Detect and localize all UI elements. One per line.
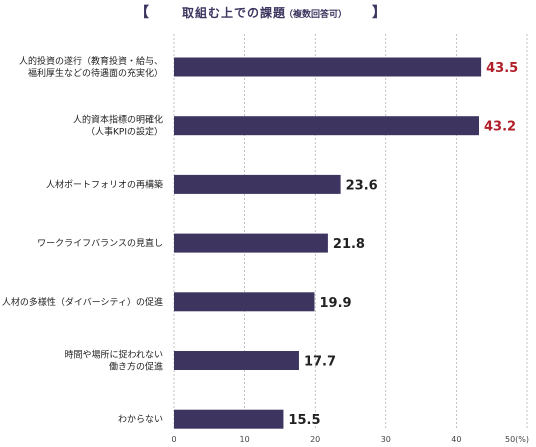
bar — [174, 174, 341, 194]
category-label: ワークライフバランスの見直し — [37, 237, 163, 249]
bar — [174, 233, 328, 253]
bar — [174, 292, 315, 312]
x-axis-ticks: 0 10 20 30 40 50(%) — [171, 435, 529, 444]
value-label: 43.2 — [484, 120, 516, 135]
value-label: 21.8 — [333, 237, 365, 252]
title-bracket-open: 【 — [135, 5, 149, 21]
tick-label: 10 — [240, 435, 250, 444]
tick-label: 20 — [310, 435, 320, 444]
bar — [174, 57, 482, 77]
bar — [174, 116, 479, 136]
category-label: 福利厚生などの待遇面の充実化） — [28, 67, 163, 79]
title-bracket-close: 】 — [372, 5, 386, 21]
category-label: わからない — [118, 414, 163, 425]
chart-subtitle: （複数回答可） — [284, 8, 347, 20]
bar — [174, 409, 284, 429]
category-label: 人材の多様性（ダイバーシティ）の促進 — [2, 296, 163, 308]
value-label: 19.9 — [319, 296, 351, 311]
value-label: 43.5 — [486, 61, 518, 76]
tick-label: 50(%) — [505, 435, 529, 444]
category-label: 時間や場所に捉われない — [64, 349, 163, 361]
value-label: 15.5 — [288, 413, 320, 428]
category-label: 人的投資の遂行（教育投資・給与、 — [19, 55, 163, 67]
category-label: （人事KPIの設定） — [86, 126, 163, 138]
tick-label: 40 — [451, 435, 461, 444]
value-label: 17.7 — [304, 355, 336, 370]
category-label: 人的資本指標の明確化 — [73, 114, 163, 126]
bars — [174, 57, 482, 429]
category-labels: 人的投資の遂行（教育投資・給与、福利厚生などの待遇面の充実化） 人的資本指標の明確… — [2, 55, 163, 425]
category-label: 人材ポートフォリオの再構築 — [46, 178, 163, 190]
chart-title: 取組む上での課題 — [182, 5, 286, 20]
chart-title-group: 【 取組む上での課題 （複数回答可） 】 — [135, 5, 386, 21]
value-label: 23.6 — [346, 178, 378, 193]
tick-label: 0 — [171, 435, 176, 444]
category-label: 働き方の促進 — [109, 361, 163, 373]
value-labels: 43.5 43.2 23.6 21.8 19.9 17.7 15.5 — [288, 61, 518, 428]
bar — [174, 351, 299, 370]
tick-label: 30 — [381, 435, 391, 444]
